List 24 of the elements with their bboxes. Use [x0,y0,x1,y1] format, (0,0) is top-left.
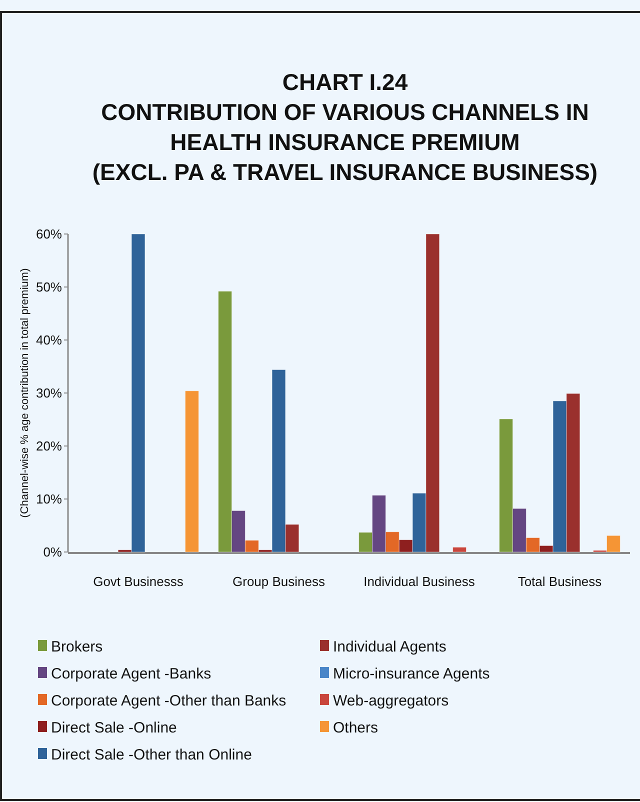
legend-label: Web-aggregators [333,692,449,710]
y-tick-label: 20% [36,438,62,454]
legend-label: Others [333,719,378,736]
legend-label: Micro-insurance Agents [333,665,490,682]
y-tick-label: 10% [36,492,62,507]
y-axis-title: (Channel-wise % age contribution in total premium) [19,268,31,518]
x-tick-label: Group Business [232,574,326,589]
legend-label: Individual Agents [333,638,446,656]
bar [452,546,466,552]
y-tick-label: 40% [36,332,62,348]
x-tick-label: Govt Businesss [93,574,184,589]
legend-label: Corporate Agent -Other than Banks [51,692,286,710]
bar [184,390,199,552]
legend-label: Direct Sale -Online [51,719,177,736]
legend-label: Direct Sale -Other than Online [51,746,252,764]
chart-title: CHART I.24 CONTRIBUTION OF VARIOUS CHANNELS IN HEALTH INSURANCE PREMIUM (EXCL. PA & TRAVEL INSURANCE BUSINESS) [92,69,598,185]
legend-label: Brokers [51,638,103,656]
y-tick-label: 30% [36,386,62,401]
y-tick-label: 0% [43,544,62,560]
y-tick-label: 60% [36,226,62,242]
x-tick-label: Individual Business [364,574,476,589]
legend-label: Corporate Agent -Banks [51,665,212,682]
y-tick-label: 50% [36,280,62,295]
x-tick-label: Total Business [518,574,602,589]
